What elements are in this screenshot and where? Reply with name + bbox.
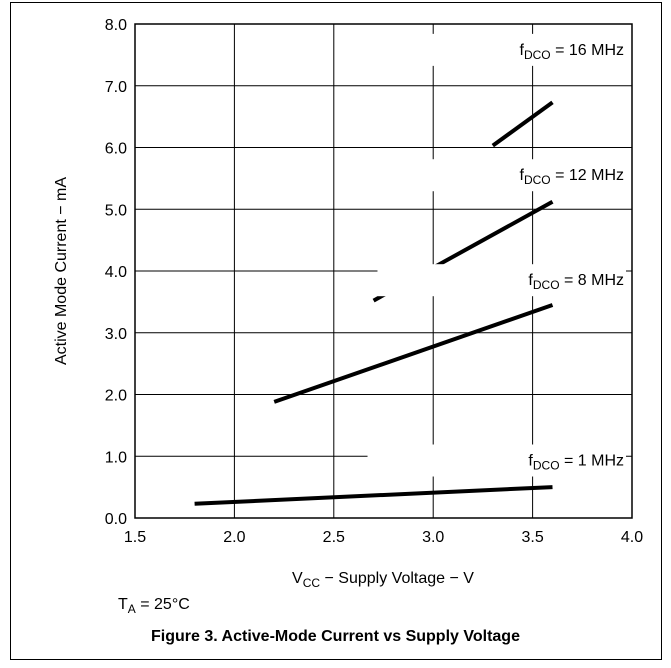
series-label-background [363,159,626,192]
temperature-note-main: T [118,596,128,613]
y-tick-label: 3.0 [105,326,127,343]
x-axis-label-sub: CC [303,576,321,590]
temperature-note-rest: = 25°C [135,596,190,613]
x-tick-label: 1.5 [124,529,146,546]
temperature-note: TA = 25°C [118,596,190,616]
series-label-1: fDCO = 1 MHz [528,453,624,473]
series-line-1 [194,485,553,506]
x-tick-label: 3.0 [422,529,444,546]
y-tick-label: 0.0 [105,511,127,528]
y-tick-label: 7.0 [105,79,127,96]
x-tick-label: 2.0 [223,529,245,546]
x-tick-labels: 1.5 2.0 2.5 3.0 3.5 4.0 [124,529,643,546]
y-tick-label: 4.0 [105,264,127,281]
series-labels: fDCO = 1 MHz fDCO = 8 MHz fDCO = 12 MHz fDC… [363,33,626,477]
y-tick-label: 5.0 [105,202,127,219]
plot-border [134,23,633,519]
x-axis-label-rest: − Supply Voltage − V [320,570,474,587]
series-label-3: fDCO = 12 MHz [520,167,624,187]
figure-caption: Figure 3. Active-Mode Current vs Supply … [151,628,520,645]
temperature-note-sub: A [127,602,136,617]
series-line-4 [491,100,554,148]
y-tick-label: 8.0 [105,17,127,34]
series-label-background [363,33,626,66]
y-tick-label: 2.0 [105,388,127,405]
x-axis-label: VCC − Supply Voltage − V [292,570,474,590]
x-tick-label: 4.0 [621,529,643,546]
x-axis-label-main: V [292,570,303,587]
series-label-2: fDCO = 8 MHz [528,272,624,292]
series-label-background [377,264,626,297]
y-axis-label: Active Mode Current − mA [53,177,70,365]
x-tick-label: 3.5 [521,529,543,546]
x-tick-label: 2.5 [323,529,345,546]
figure-frame [10,2,662,660]
series-label-4: fDCO = 16 MHz [520,42,624,62]
series-line-2 [273,303,554,404]
y-tick-label: 6.0 [105,141,127,158]
y-tick-label: 1.0 [105,449,127,466]
y-tick-labels: 0.0 1.0 2.0 3.0 4.0 5.0 6.0 7.0 8.0 [105,17,127,528]
series-label-background [367,444,626,477]
